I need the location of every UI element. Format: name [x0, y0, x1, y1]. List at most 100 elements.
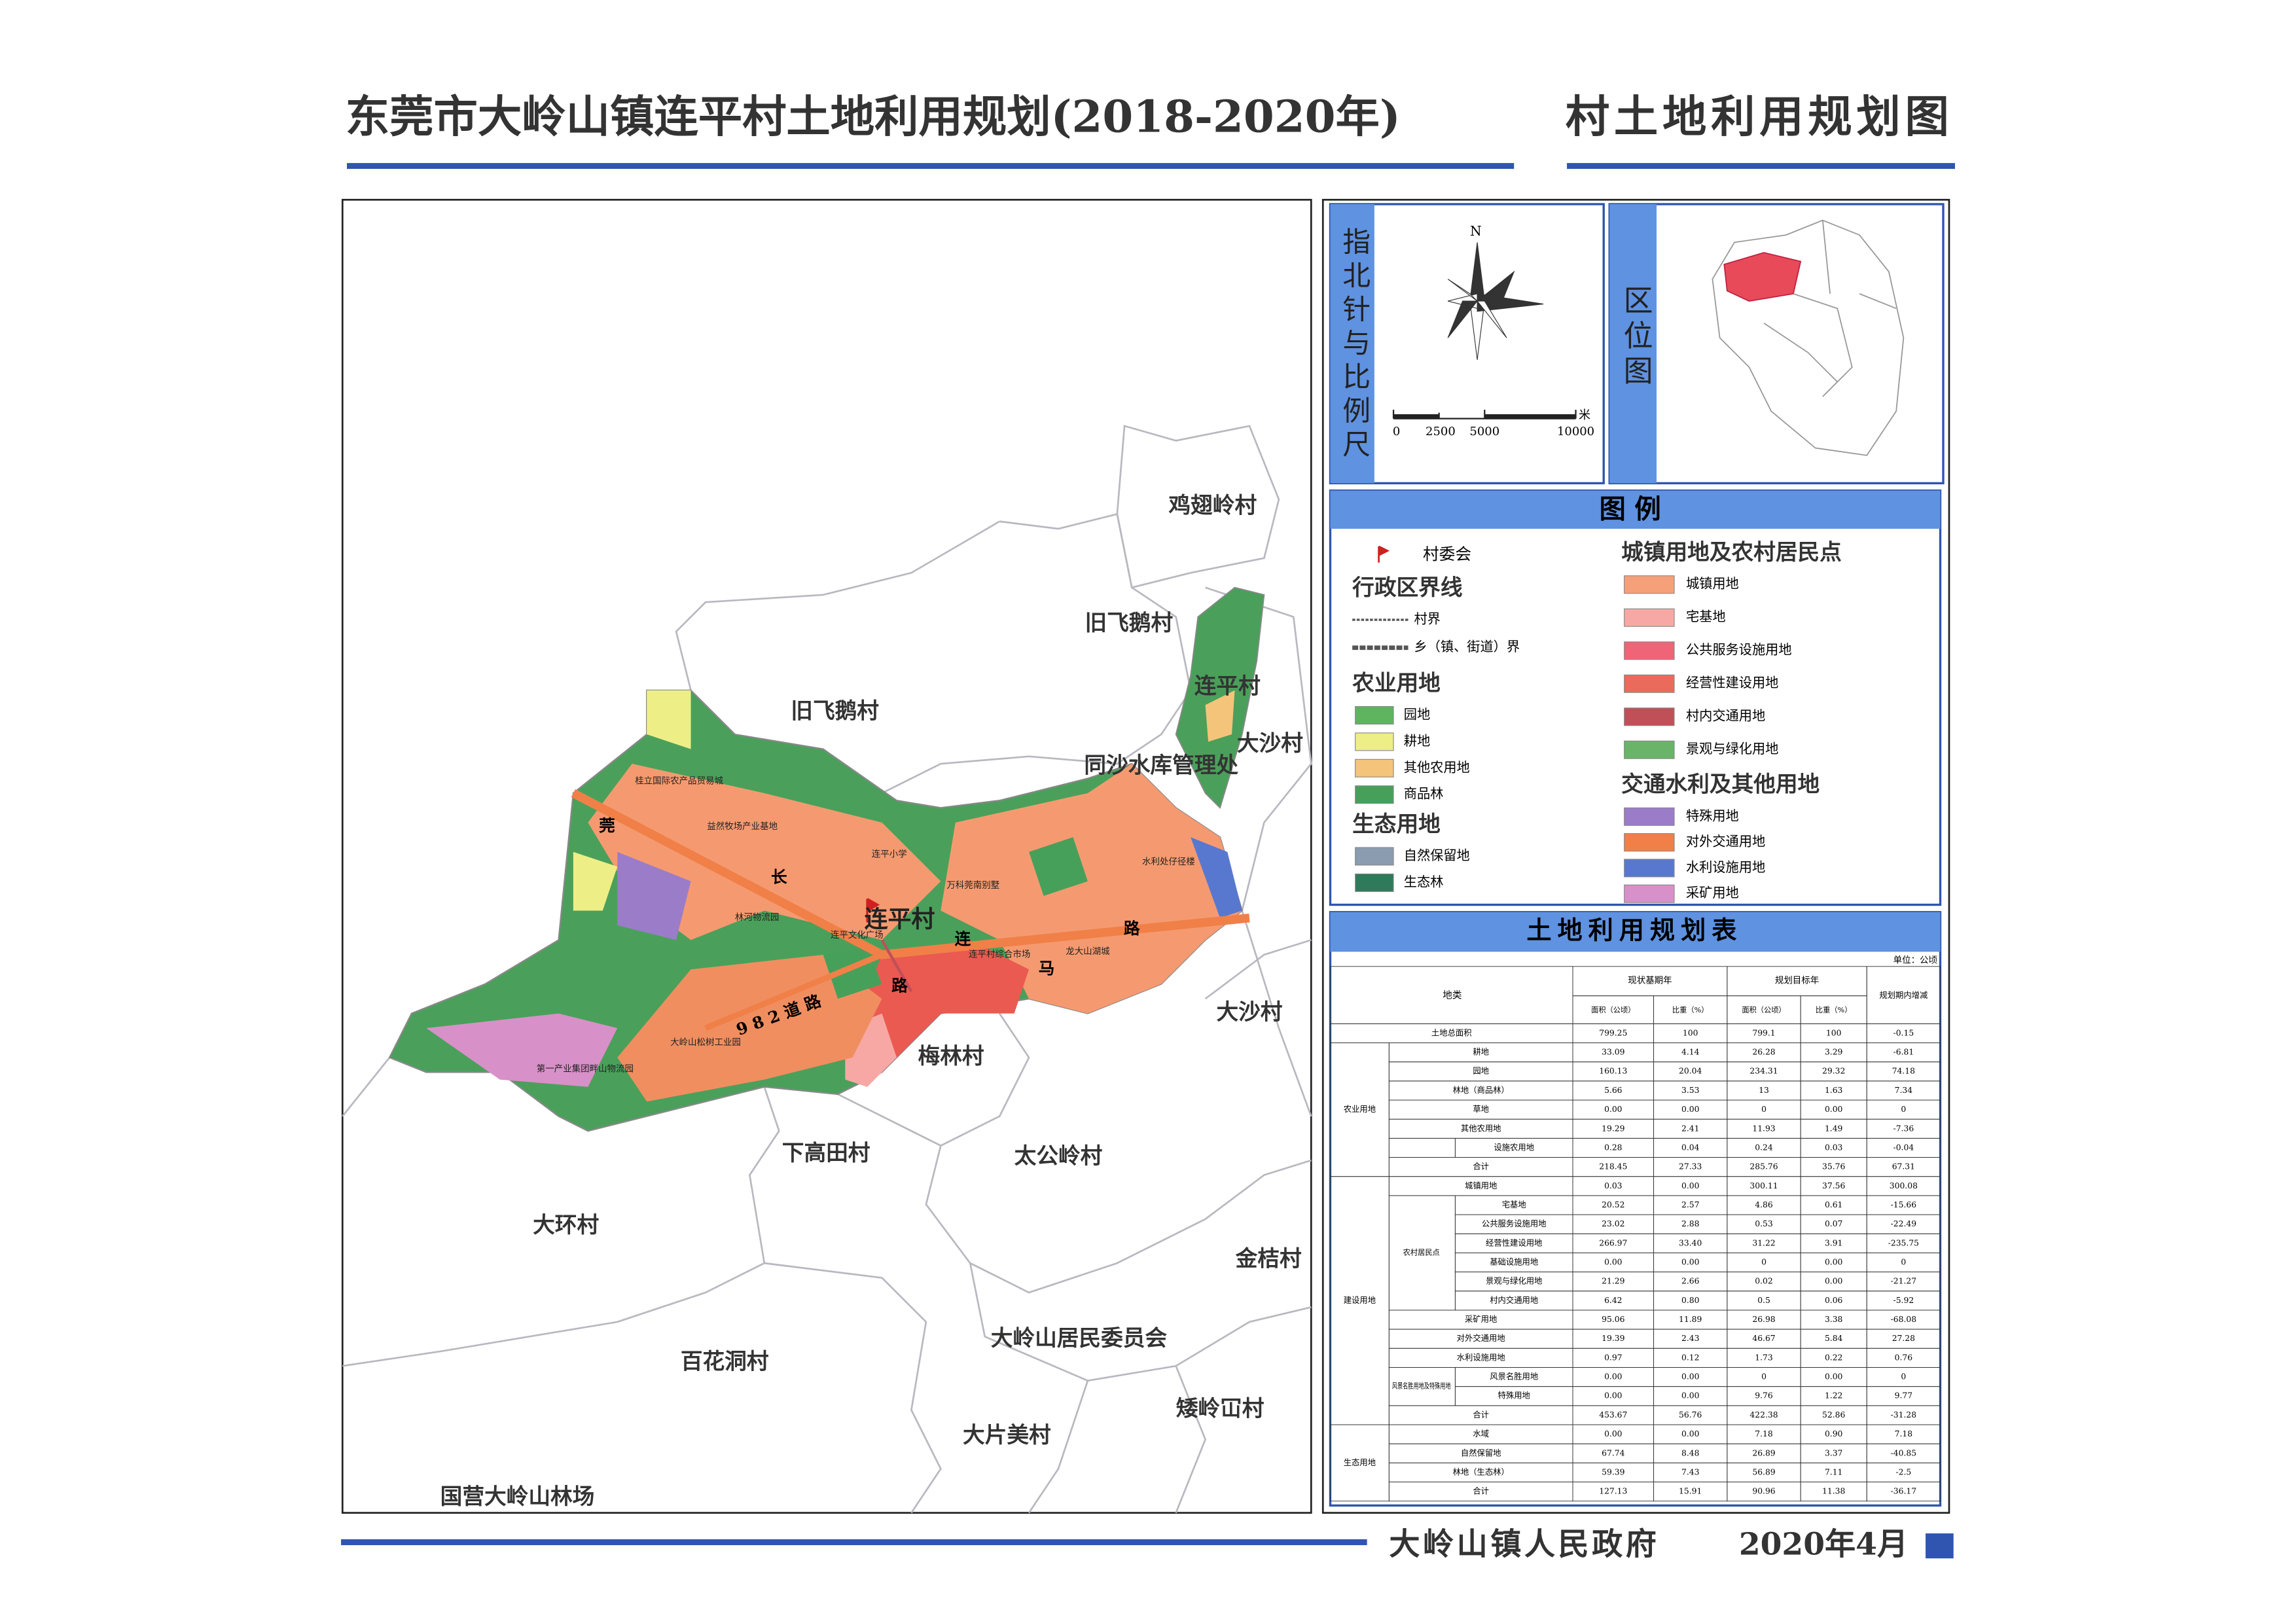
table-cell-value: -0.15 — [1893, 1028, 1914, 1037]
table-cell-value: 5.84 — [1825, 1334, 1843, 1343]
table-group: 建设用地 — [1344, 1296, 1376, 1305]
table-cell-value: 0 — [1901, 1105, 1906, 1114]
table-cell-value: 300.08 — [1890, 1181, 1918, 1190]
table-row-name: 基础设施用地 — [1490, 1258, 1538, 1267]
legend-swatch — [1624, 859, 1675, 878]
village-label: 同沙水库管理处 — [1084, 752, 1238, 778]
legend-label: 生态林 — [1404, 874, 1444, 889]
footer-date: 2020年4月 — [1739, 1526, 1908, 1562]
table-row-name: 宅基地 — [1502, 1200, 1526, 1209]
legend-swatch — [1624, 740, 1675, 759]
legend-label: 其他农用地 — [1404, 759, 1470, 775]
table-cell-value: 5.66 — [1604, 1086, 1623, 1095]
table-cell-value: 21.29 — [1602, 1277, 1624, 1286]
table-cell-value: -36.17 — [1891, 1487, 1916, 1496]
road-label: 马 — [1039, 959, 1055, 978]
table-cell-value: 52.86 — [1822, 1410, 1845, 1419]
table-cell-value: 11.89 — [1679, 1315, 1702, 1324]
table-cell-value: 0.02 — [1755, 1277, 1772, 1286]
legend-label: 景观与绿化用地 — [1686, 741, 1778, 757]
table-cell-value: 0.03 — [1825, 1143, 1842, 1152]
table-cell-value: 160.13 — [1599, 1067, 1627, 1076]
table-cell-value: 2.43 — [1681, 1334, 1699, 1343]
table-cell-value: 285.76 — [1749, 1162, 1778, 1171]
table-cell-value: -22.49 — [1891, 1219, 1917, 1228]
village-label: 金桔村 — [1235, 1245, 1302, 1272]
village-label: 旧飞鹅村 — [791, 698, 879, 724]
legend-label: 村委会 — [1423, 544, 1471, 563]
village-committee-flag — [866, 898, 880, 923]
table-row-name: 草地 — [1473, 1105, 1489, 1114]
village-label: 大片美村 — [963, 1421, 1051, 1448]
locator-title: 区位图 — [1619, 285, 1653, 391]
table-row-name: 合计 — [1473, 1162, 1489, 1171]
legend-label: 经营性建设用地 — [1686, 675, 1778, 690]
table-cell-value: 234.31 — [1749, 1067, 1778, 1076]
table-cell-value: 0.03 — [1604, 1181, 1622, 1190]
table-cell-value: 33.40 — [1679, 1238, 1702, 1247]
table-cell-value: 300.11 — [1749, 1181, 1778, 1190]
village-label: 大沙村 — [1216, 999, 1282, 1025]
locator-map — [1712, 219, 1905, 456]
village-label: 梅林村 — [918, 1043, 984, 1069]
table-cell-value: 0.97 — [1604, 1353, 1622, 1362]
scale-tick-label: 10000 — [1557, 425, 1594, 438]
table-row-name: 合计 — [1473, 1486, 1489, 1496]
legend: 行政区界线村界乡（镇、街道）界农业用地园地耕地其他农用地商品林生态用地自然保留地… — [1352, 539, 1842, 903]
table-row-name: 经营性建设用地 — [1486, 1238, 1542, 1247]
compass-title: 指北针与比例尺 — [1338, 227, 1371, 463]
village-label: 大沙村 — [1237, 730, 1303, 756]
table-cell-value: 7.18 — [1755, 1429, 1773, 1438]
table-cell-value: 218.45 — [1599, 1162, 1627, 1171]
legend-swatch — [1624, 674, 1675, 693]
table-row-name: 公共服务设施用地 — [1482, 1219, 1547, 1228]
legend-swatch — [1624, 707, 1675, 726]
table-cell-value: -235.75 — [1888, 1238, 1919, 1247]
table-cell-value: 2.88 — [1681, 1219, 1700, 1228]
table-cell-value: 8.48 — [1681, 1448, 1700, 1457]
village-label: 矮岭冚村 — [1176, 1395, 1265, 1421]
table-cell-value: 0.00 — [1604, 1429, 1623, 1438]
legend-label: 村界 — [1414, 611, 1440, 627]
table-cell-value: 26.98 — [1752, 1315, 1775, 1324]
scale-unit: 米 — [1579, 408, 1590, 422]
table-cell-value: 0.00 — [1604, 1258, 1623, 1267]
side-panel: 指北针与比例尺 区位图 N 图例 村委会 行政区界线村界乡（镇、街道）界农业用地… — [1321, 198, 1950, 1514]
footer-rule — [341, 1539, 1367, 1546]
table-cell-value: 1.22 — [1825, 1391, 1842, 1400]
table-cell-value: 74.18 — [1892, 1067, 1915, 1076]
table-cell-value: 4.14 — [1681, 1048, 1700, 1057]
table-cell-value: 0.00 — [1825, 1258, 1843, 1267]
table-cell-value: 0.00 — [1604, 1372, 1623, 1382]
legend-swatch — [1355, 873, 1394, 892]
table-cell-value: 3.53 — [1681, 1086, 1699, 1095]
table-cell-value: 0.00 — [1681, 1181, 1700, 1190]
table-cell-value: 0 — [1761, 1372, 1767, 1382]
place-label: 第一产业集团畔山物流园 — [537, 1063, 634, 1074]
table-cell-value: 0.28 — [1604, 1143, 1623, 1152]
table-cell-value: 0.00 — [1604, 1105, 1623, 1114]
legend-swatch — [1624, 833, 1675, 852]
table-cell-value: 35.76 — [1822, 1162, 1845, 1171]
legend-section-title: 行政区界线 — [1352, 574, 1462, 600]
table-cell-value: 0.00 — [1681, 1258, 1700, 1267]
place-label: 益然牧场产业基地 — [707, 821, 778, 832]
table-cell-value: -7.36 — [1893, 1124, 1914, 1133]
table-cell-value: 0.04 — [1681, 1143, 1700, 1152]
table-row-name: 特殊用地 — [1498, 1391, 1530, 1400]
table-cell-value: 0.00 — [1825, 1277, 1843, 1286]
table-cell-value: 799.1 — [1752, 1028, 1775, 1037]
table-cell-value: -40.85 — [1891, 1448, 1916, 1457]
table-row-name: 林地（生态林） — [1453, 1467, 1509, 1476]
table-row-name: 村内交通用地 — [1490, 1295, 1538, 1305]
table-cell-value: 0.53 — [1755, 1219, 1772, 1228]
village-label: 国营大岭山林场 — [440, 1483, 595, 1509]
table-row-name: 设施农用地 — [1494, 1143, 1534, 1152]
legend-swatch — [1624, 884, 1675, 903]
compass-rose — [1447, 242, 1544, 360]
table-cell-value: 0 — [1901, 1258, 1906, 1267]
village-label: 鸡翅岭村 — [1168, 491, 1257, 518]
scale-tick-label: 2500 — [1426, 425, 1456, 438]
table-cell-value: 9.76 — [1755, 1391, 1773, 1400]
table-cell-value: 4.86 — [1755, 1200, 1773, 1209]
